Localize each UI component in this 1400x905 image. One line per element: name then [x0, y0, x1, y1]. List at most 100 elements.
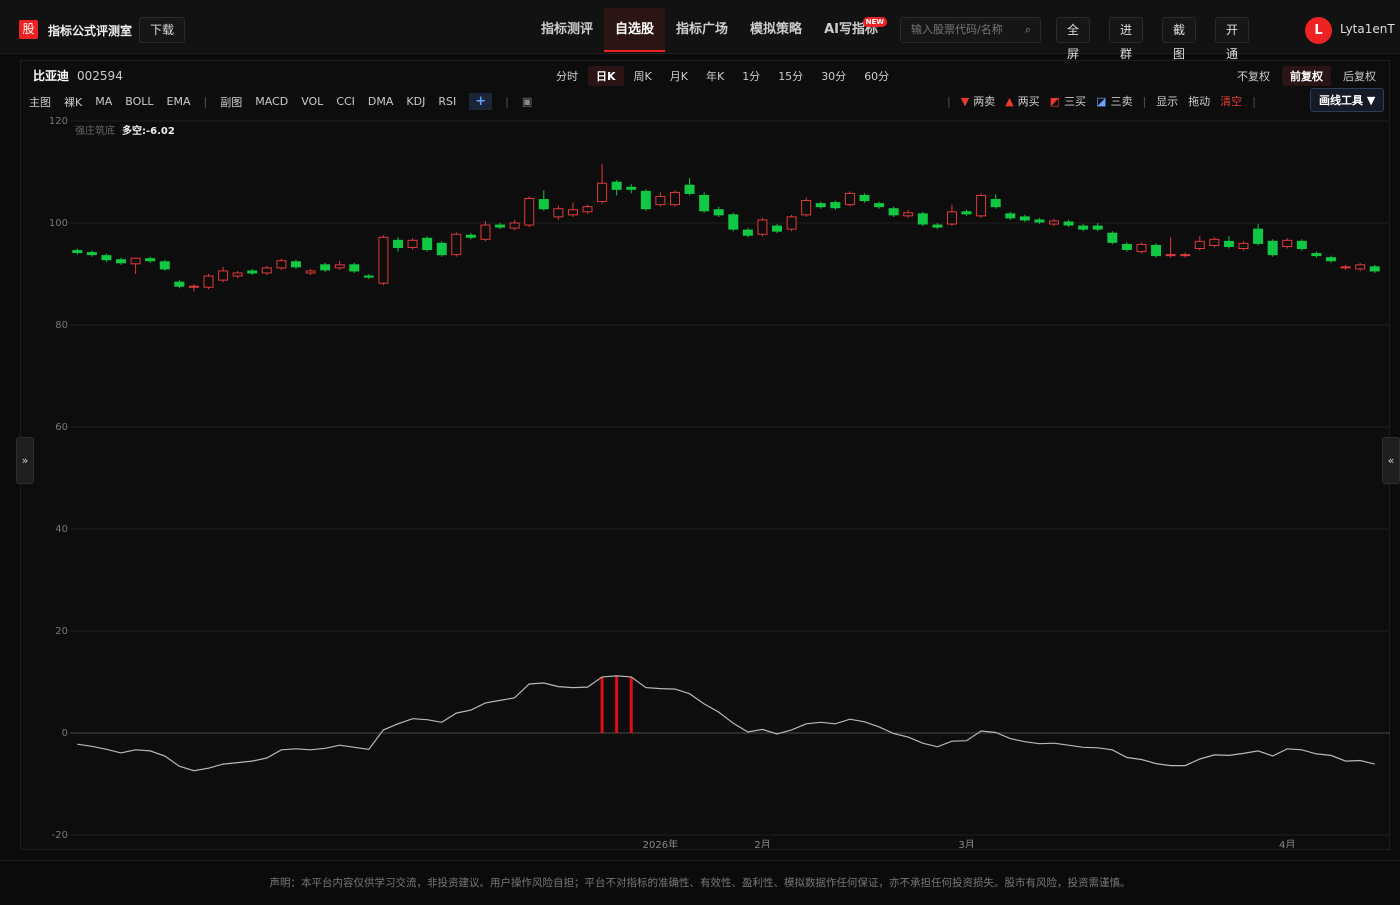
tab[interactable]: 15分	[778, 70, 804, 83]
header-button[interactable]: 开通会员	[1215, 17, 1250, 109]
signal-button[interactable]: ◩ 三买	[1050, 93, 1086, 109]
sub-indicator[interactable]: RSI	[438, 95, 457, 108]
nav-item[interactable]: 指标测评	[541, 22, 594, 37]
signal-icon: ◩	[1049, 95, 1061, 108]
candle-body	[407, 239, 418, 248]
sub-indicator[interactable]: CCI	[336, 95, 355, 108]
adjust-tabs: 不复权 前复权 后复权	[1229, 66, 1384, 86]
tab[interactable]: 1分	[742, 70, 761, 83]
candle-body	[247, 270, 258, 274]
candle-body	[86, 252, 97, 256]
separator: |	[1142, 94, 1147, 108]
main-indicator[interactable]: EMA	[166, 95, 191, 108]
tab[interactable]: 前复权	[1282, 66, 1331, 86]
draw-tools-button[interactable]: 画线工具 ▼	[1310, 88, 1385, 112]
separator: |	[505, 95, 509, 108]
separator: |	[947, 94, 951, 108]
tab[interactable]: 30分	[821, 70, 847, 83]
indicator-line	[77, 675, 1375, 772]
separator: |	[1252, 94, 1256, 108]
stock-name: 比亚迪	[33, 69, 70, 83]
candle-body	[597, 182, 608, 203]
main-indicator[interactable]: BOLL	[125, 95, 154, 108]
signal-button[interactable]: ◪ 三卖	[1096, 93, 1132, 109]
header-button[interactable]: 截图	[1162, 17, 1197, 61]
sub-indicator[interactable]: KDJ	[406, 95, 426, 108]
footer: 声明：本平台内容仅供学习交流，非投资建议。用户操作风险自担；平台不对指标的准确性…	[0, 860, 1400, 900]
candle-body	[1063, 221, 1074, 226]
tab[interactable]: 不复权	[1237, 70, 1270, 83]
candle-body	[1078, 225, 1089, 230]
candle-body	[436, 242, 447, 256]
search-input[interactable]: 输入股票代码/名称 ⌕	[900, 17, 1041, 43]
candle-body	[888, 208, 899, 216]
search-icon: ⌕	[1024, 23, 1031, 36]
show-button[interactable]: 显示	[1156, 95, 1179, 108]
main-indicator[interactable]: MA	[95, 95, 113, 108]
sub-indicator[interactable]: MACD	[255, 95, 289, 108]
brand[interactable]: 指标公式评测室	[48, 24, 133, 38]
clear-button[interactable]: 清空	[1220, 95, 1243, 108]
save-icon[interactable]: ▣	[521, 95, 533, 108]
download-button[interactable]: 下载	[139, 17, 186, 43]
candle-body	[859, 194, 870, 202]
candle-body	[976, 194, 987, 217]
nav-item[interactable]: 指标广场	[676, 22, 729, 37]
signal-icon: ◪	[1096, 95, 1107, 108]
header-button[interactable]: 进群	[1109, 17, 1144, 61]
candle-body	[640, 190, 651, 210]
candle-body	[1019, 216, 1030, 221]
candle-body	[655, 195, 666, 206]
nav-item[interactable]: AI写指标 NEW	[813, 8, 889, 52]
candle-body	[1238, 242, 1249, 249]
nav-item[interactable]: 自选股	[604, 8, 666, 52]
candle-body	[713, 209, 724, 216]
candle-body	[669, 191, 680, 206]
user-name[interactable]: Lyta1enT	[1340, 22, 1395, 36]
right-toggle[interactable]: «	[1382, 437, 1400, 484]
drag-button[interactable]: 拖动	[1188, 95, 1211, 108]
tab[interactable]: 年K	[705, 70, 725, 83]
y-tick-label: 40	[55, 524, 68, 535]
left-toggle[interactable]: »	[16, 437, 34, 484]
avatar[interactable]: L	[1305, 17, 1332, 44]
tab[interactable]: 60分	[864, 70, 890, 83]
tab[interactable]: 周K	[633, 70, 652, 83]
signal-label: 三买	[1064, 95, 1087, 108]
candle-body	[188, 285, 199, 288]
candle-body	[363, 275, 374, 278]
signal-bar	[615, 675, 619, 733]
disclaimer: 声明：本平台内容仅供学习交流，非投资建议。用户操作风险自担；平台不对指标的准确性…	[269, 877, 1131, 889]
header-button[interactable]: 全屏	[1056, 17, 1091, 61]
y-tick-label: 0	[62, 728, 68, 739]
signal-button[interactable]: ▼ 两卖	[961, 93, 995, 109]
candle-body	[757, 219, 768, 235]
tab[interactable]: 后复权	[1343, 70, 1376, 83]
candle-body	[393, 239, 403, 248]
signal-label: 三卖	[1110, 95, 1133, 108]
tab[interactable]: 日K	[588, 66, 624, 86]
signal-button[interactable]: ▲ 两买	[1005, 93, 1039, 109]
candle-body	[538, 199, 549, 210]
x-tick-label: 2月	[754, 839, 770, 848]
candle-body	[1194, 240, 1205, 250]
candle-body	[1165, 254, 1176, 257]
candle-body	[422, 237, 433, 251]
main-indicator[interactable]: 裸K	[64, 95, 83, 109]
add-button[interactable]: +	[469, 93, 493, 110]
x-tick-label: 4月	[1279, 839, 1295, 848]
candle-body	[772, 225, 783, 232]
candle-body	[218, 270, 229, 281]
nav-item[interactable]: 模拟策略	[750, 22, 803, 37]
sub-indicator[interactable]: DMA	[367, 95, 394, 108]
tab[interactable]: 月K	[669, 70, 688, 83]
candle-body	[1092, 225, 1103, 230]
y-tick-label: 20	[55, 626, 68, 637]
indicator-value: 多空:-6.02	[122, 124, 175, 137]
candle-body	[1282, 239, 1293, 247]
candle-body	[305, 270, 316, 274]
sub-indicator[interactable]: VOL	[301, 95, 324, 108]
candle-body	[261, 267, 272, 274]
tab[interactable]: 分时	[556, 70, 578, 83]
logo[interactable]: 股	[19, 20, 38, 39]
